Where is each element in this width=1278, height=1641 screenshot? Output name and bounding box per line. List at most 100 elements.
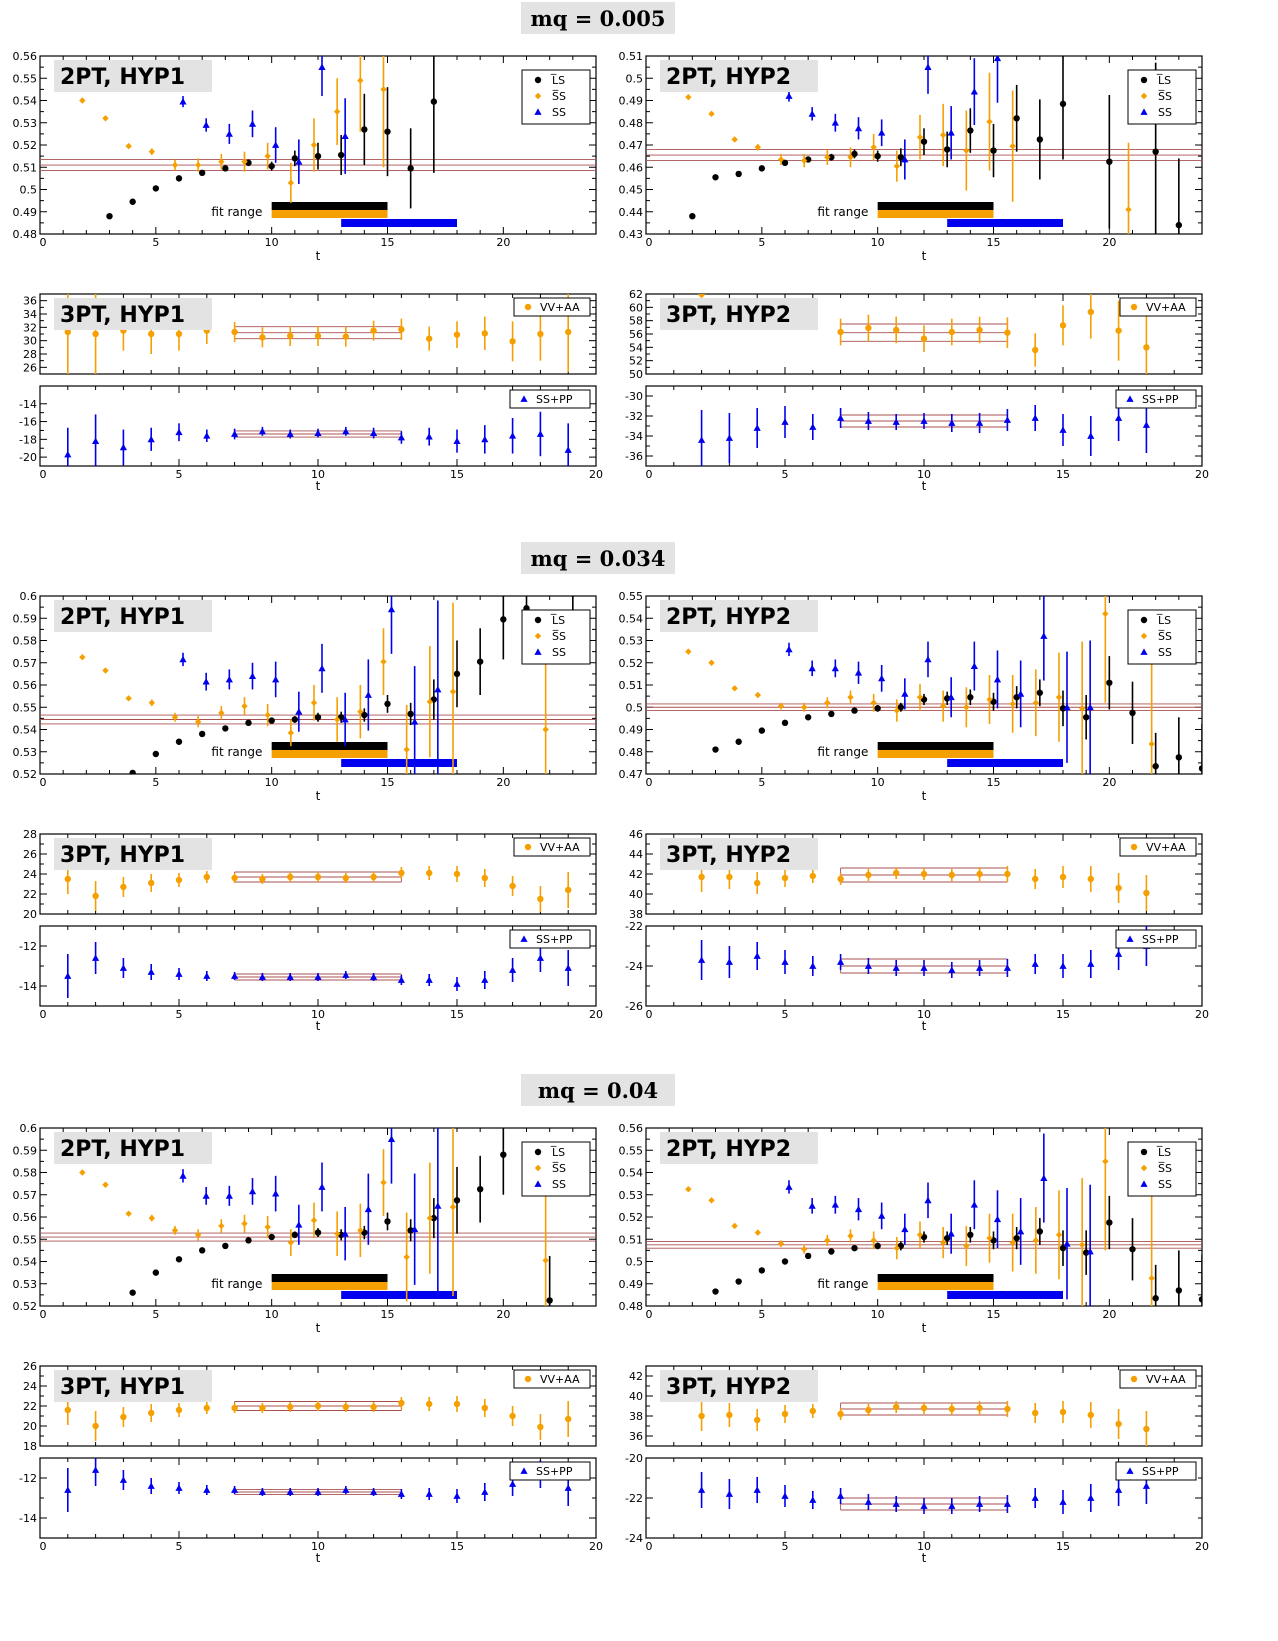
data-point <box>1087 960 1095 967</box>
data-point <box>870 699 877 706</box>
data-point <box>831 664 839 672</box>
data-point <box>916 134 924 141</box>
data-point <box>370 873 377 881</box>
series-ls <box>712 1195 1202 1306</box>
fit-range-bar <box>271 202 388 210</box>
y-tick-label: 38 <box>629 908 643 921</box>
data-point <box>986 118 993 125</box>
data-point <box>272 675 280 683</box>
data-point <box>333 716 341 723</box>
data-point <box>318 1183 326 1190</box>
data-point <box>837 328 844 336</box>
data-point <box>333 1230 341 1237</box>
data-point <box>148 699 156 706</box>
data-point <box>1125 206 1132 213</box>
data-point <box>175 970 183 977</box>
data-point <box>847 154 854 161</box>
data-point <box>314 429 322 436</box>
x-tick-label: 20 <box>589 1008 603 1021</box>
x-tick-label: 15 <box>381 236 395 249</box>
data-point <box>92 1466 100 1473</box>
data-point <box>387 605 396 613</box>
data-point <box>314 1488 322 1495</box>
data-point <box>1087 308 1095 316</box>
data-point <box>287 332 294 340</box>
data-point <box>948 1502 956 1509</box>
data-point <box>924 655 932 663</box>
data-point <box>500 1151 507 1158</box>
data-point <box>809 1407 816 1415</box>
data-point <box>453 1492 461 1499</box>
y-tick-label: 26 <box>23 848 37 861</box>
y-tick-label: 0.59 <box>13 1144 38 1157</box>
data-point <box>948 871 955 879</box>
data-point <box>1004 870 1011 878</box>
data-point <box>357 77 364 84</box>
data-point <box>147 1482 155 1489</box>
data-point <box>500 616 507 623</box>
data-point <box>125 142 132 150</box>
legend-label-sspp: SS+PP <box>1142 1465 1179 1478</box>
data-point <box>804 1252 812 1260</box>
y-tick-label: -12 <box>19 940 37 953</box>
y-tick-label: -24 <box>625 1532 643 1545</box>
x-axis-title: t <box>316 789 321 803</box>
panel-tag: 3PT, HYP1 <box>60 1375 185 1400</box>
data-point <box>179 655 187 663</box>
data-point <box>753 1486 761 1493</box>
data-point <box>342 333 349 340</box>
x-tick-label: 10 <box>311 1540 325 1553</box>
data-point <box>947 1230 955 1237</box>
series-vvaa <box>698 1401 1150 1446</box>
data-point <box>218 158 225 165</box>
y-tick-label: 0.48 <box>619 117 644 130</box>
data-point <box>1078 1241 1086 1249</box>
data-point <box>808 110 816 117</box>
data-point <box>785 645 793 653</box>
y-tick-label: 0.51 <box>13 161 38 174</box>
data-point <box>203 432 211 439</box>
data-point <box>1059 962 1067 969</box>
legend-label-vvaa: VV+AA <box>540 301 580 314</box>
data-point <box>198 1247 206 1254</box>
panel-tag-bg <box>660 60 818 92</box>
data-point <box>828 710 835 718</box>
x-tick-label: 15 <box>1056 1540 1070 1553</box>
data-point <box>824 699 831 706</box>
data-point <box>231 328 238 336</box>
data-point <box>1055 1231 1063 1238</box>
data-point <box>370 429 378 436</box>
y-tick-label: -22 <box>625 1492 643 1505</box>
data-point <box>698 294 705 298</box>
data-point <box>893 1244 901 1252</box>
data-point <box>689 213 696 220</box>
y-tick-label: 0.56 <box>13 1211 38 1224</box>
y-tick-label: 0.46 <box>619 161 644 174</box>
data-point <box>726 1411 733 1419</box>
data-point <box>970 662 978 669</box>
data-point <box>698 873 705 881</box>
x-tick-label: 20 <box>1195 1540 1209 1553</box>
data-point <box>758 727 766 734</box>
data-point <box>1009 142 1016 150</box>
data-point <box>426 698 434 705</box>
data-point <box>225 1192 233 1199</box>
panel-tag-bg <box>54 60 212 92</box>
data-point <box>264 152 271 160</box>
data-point <box>565 886 572 894</box>
data-point <box>735 738 742 745</box>
x-tick-label: 5 <box>782 1008 789 1021</box>
data-point <box>364 1205 372 1213</box>
data-point <box>384 700 391 708</box>
data-point <box>426 1400 433 1408</box>
mass-label-bg <box>521 2 675 34</box>
data-point <box>272 1190 280 1197</box>
data-point <box>1036 1228 1044 1235</box>
data-point <box>837 1410 844 1418</box>
data-point <box>1087 1494 1095 1501</box>
y-tick-label: 44 <box>629 848 643 861</box>
data-point <box>341 132 349 139</box>
panel-tag-bg <box>54 1370 212 1402</box>
data-point <box>993 675 1002 683</box>
